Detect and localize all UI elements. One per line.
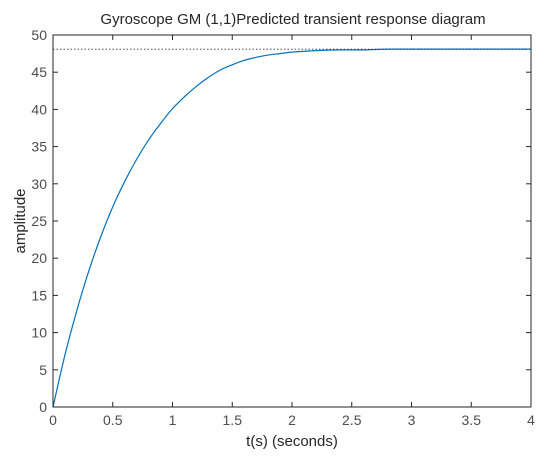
y-tick-label-5: 25: [31, 213, 47, 229]
x-tick-label-1: 0.5: [103, 412, 123, 428]
y-tick-label-0: 0: [39, 399, 47, 415]
series-layer: [52, 48, 531, 408]
x-tick-label-3: 1.5: [223, 412, 243, 428]
y-tick-label-2: 10: [31, 325, 47, 341]
plot-area: [52, 34, 532, 408]
y-tick-label-6: 30: [31, 176, 47, 192]
y-tick-label-7: 35: [31, 139, 47, 155]
x-tick-label-0: 0: [49, 412, 57, 428]
x-tick-label-2: 1: [169, 412, 177, 428]
y-tick-label-3: 15: [31, 287, 47, 303]
y-tick-label-1: 5: [39, 362, 47, 378]
y-axis-label: amplitude: [12, 188, 29, 253]
x-tick-label-5: 2.5: [342, 412, 362, 428]
y-tick-label-9: 45: [31, 64, 47, 80]
x-tick-label-8: 4: [527, 412, 535, 428]
y-tick-label-4: 20: [31, 250, 47, 266]
chart-title: Gyroscope GM (1,1)Predicted transient re…: [100, 11, 485, 28]
response-curve: [52, 48, 531, 408]
y-tick-label-8: 40: [31, 101, 47, 117]
x-tick-label-7: 3.5: [462, 412, 482, 428]
x-tick-label-4: 2: [288, 412, 296, 428]
x-tick-label-6: 3: [408, 412, 416, 428]
x-axis-label: t(s) (seconds): [246, 433, 338, 450]
y-tick-label-10: 50: [31, 27, 47, 43]
